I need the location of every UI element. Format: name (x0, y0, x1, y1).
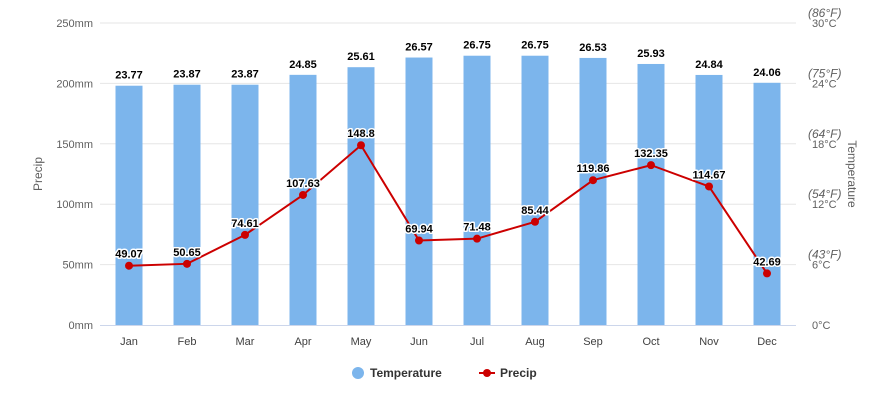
temperature-data-label: 23.87 (173, 69, 201, 81)
y-right-tick-label-f: (54°F) (808, 187, 841, 201)
y-left-tick-label: 100mm (56, 199, 93, 211)
y-left-tick-label: 200mm (56, 78, 93, 90)
temperature-bar (289, 74, 317, 326)
temperature-bar (115, 85, 143, 325)
precip-data-label: 85.44 (521, 205, 549, 217)
x-tick-label: Nov (699, 336, 719, 348)
precip-data-label: 74.61 (231, 218, 259, 230)
temperature-bar (231, 84, 259, 325)
temperature-bar (579, 57, 607, 325)
y-left-tick-label: 250mm (56, 18, 93, 30)
temperature-data-label: 26.57 (405, 42, 433, 54)
temperature-data-label: 24.06 (753, 67, 781, 79)
legend-label-temperature: Temperature (370, 366, 442, 380)
precip-data-label: 107.63 (286, 178, 320, 190)
x-tick-label: Mar (236, 336, 255, 348)
y-left-tick-label: 150mm (56, 139, 93, 151)
precip-data-label: 114.67 (692, 169, 725, 181)
precip-data-label: 132.35 (634, 148, 668, 160)
y-left-tick-label: 50mm (62, 260, 93, 272)
temperature-data-label: 24.84 (695, 59, 723, 71)
temperature-data-label: 25.93 (637, 48, 665, 60)
y-left-tick-label: 0mm (69, 320, 93, 332)
x-tick-label: May (351, 336, 372, 348)
axes: 0mm 50mm 100mm 150mm 200mm 250mm 0°C 6°C(43°F) 1… (31, 6, 859, 348)
y-right-tick-label-f: (86°F) (808, 6, 841, 20)
x-tick-label: Dec (757, 336, 777, 348)
x-tick-label: Jul (470, 336, 484, 348)
legend-item-temperature[interactable]: Temperature (352, 366, 442, 380)
precip-point (183, 259, 191, 268)
precip-point (531, 217, 539, 226)
precip-point (589, 176, 597, 185)
temperature-data-label: 24.85 (289, 59, 317, 71)
precip-point (241, 230, 249, 239)
precip-point (357, 141, 365, 150)
y-right-tick-label-c: 0°C (812, 320, 831, 332)
temperature-bar (347, 67, 375, 326)
legend-label-precip: Precip (500, 366, 537, 380)
grid-lines (100, 22, 796, 266)
y-right-tick-label-c: 18°C (812, 139, 837, 151)
temperature-bar (173, 84, 201, 325)
precip-data-label: 148.8 (347, 128, 375, 140)
x-tick-label: Aug (525, 336, 545, 348)
legend: Temperature Precip (352, 366, 537, 380)
temperature-data-label: 23.87 (231, 69, 259, 81)
temperature-bar (463, 55, 491, 325)
y-right-tick-label-c: 12°C (812, 199, 837, 211)
temperature-bar (405, 57, 433, 326)
y-left-axis-title: Precip (31, 157, 45, 191)
temperature-data-label: 26.75 (521, 40, 549, 52)
precip-point (125, 261, 133, 270)
temperature-bars (115, 55, 781, 326)
y-right-tick-label-c: 30°C (812, 18, 837, 30)
legend-marker-precip (483, 369, 491, 377)
x-tick-label: Sep (583, 336, 603, 348)
temperature-bar (637, 63, 665, 325)
temperature-data-label: 26.75 (463, 40, 491, 52)
precip-data-label: 119.86 (576, 163, 609, 175)
temperature-data-label: 25.61 (347, 51, 375, 63)
data-labels: 23.77 23.87 23.87 24.85 25.61 26.57 26.75 26.75… (114, 38, 783, 270)
precip-data-label: 71.48 (463, 222, 491, 234)
precip-point (647, 161, 655, 170)
precip-point (415, 236, 423, 245)
precip-line (125, 141, 771, 278)
precip-data-label: 49.07 (115, 249, 143, 261)
y-right-tick-label-c: 6°C (812, 260, 831, 272)
y-right-tick-label-f: (43°F) (808, 248, 841, 262)
precip-point (299, 190, 307, 199)
x-tick-label: Apr (294, 336, 311, 348)
y-right-tick-label-c: 24°C (812, 78, 837, 90)
temperature-data-label: 23.77 (115, 70, 143, 82)
y-right-tick-label-f: (75°F) (808, 66, 841, 80)
legend-marker-temperature (352, 367, 364, 379)
precip-line-path (128, 143, 768, 274)
x-tick-label: Oct (642, 336, 659, 348)
precip-data-label: 69.94 (405, 224, 433, 236)
x-tick-label: Jan (120, 336, 138, 348)
precip-point (473, 234, 481, 243)
temperature-data-label: 26.53 (579, 42, 607, 54)
temperature-bar (521, 55, 549, 325)
precip-point (763, 269, 771, 278)
legend-item-precip[interactable]: Precip (479, 366, 537, 380)
x-tick-label: Jun (410, 336, 428, 348)
precip-point (705, 182, 713, 191)
temperature-bar (753, 82, 781, 326)
y-right-axis-title: Temperature (845, 140, 859, 208)
precip-data-label: 42.69 (753, 256, 781, 268)
precip-data-label: 50.65 (173, 247, 201, 259)
x-tick-label: Feb (178, 336, 197, 348)
y-right-tick-label-f: (64°F) (808, 127, 841, 141)
